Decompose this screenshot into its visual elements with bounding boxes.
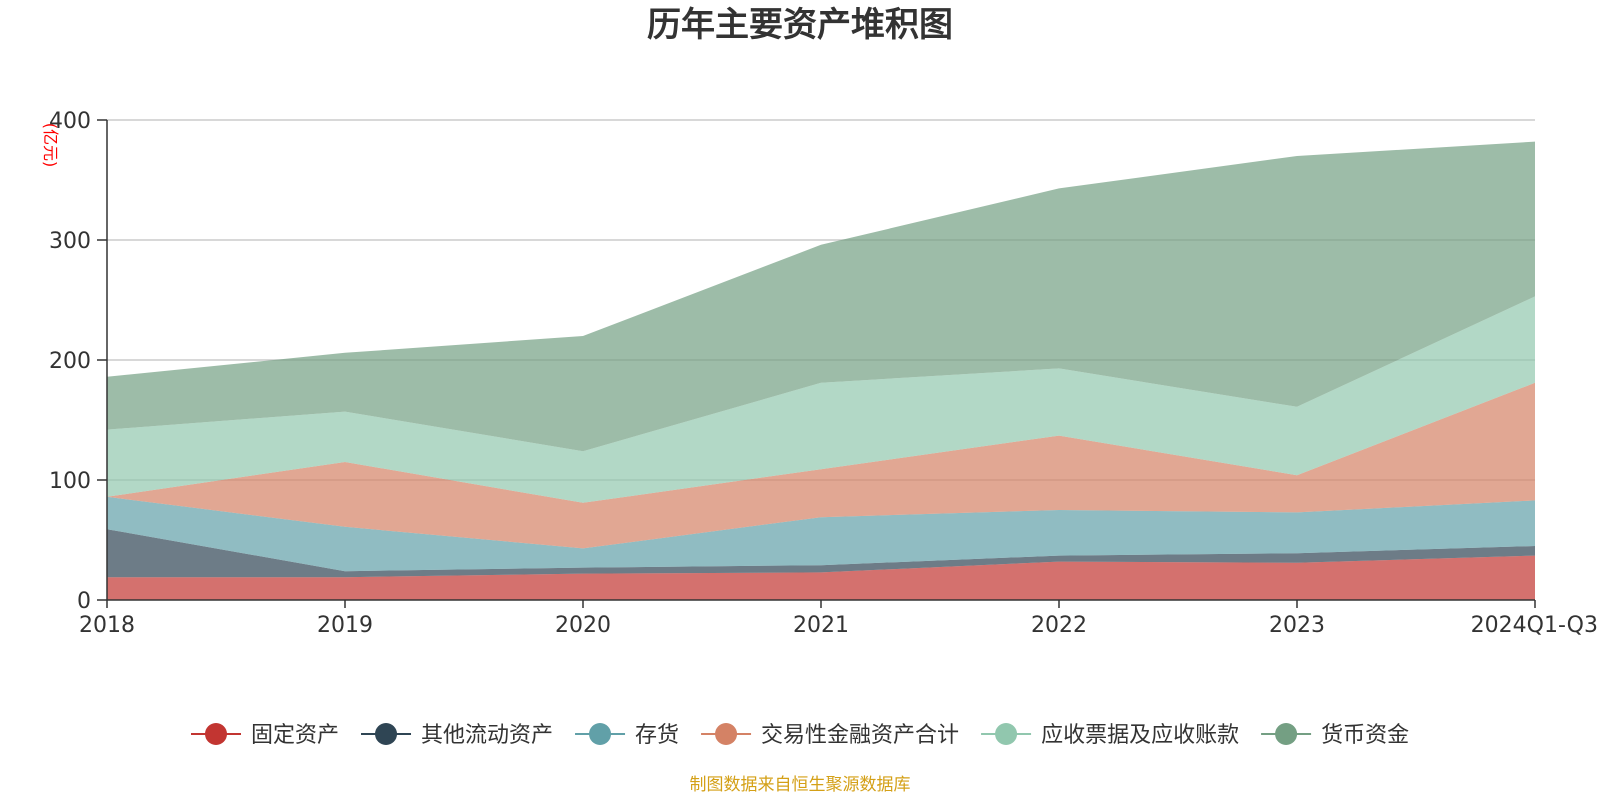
legend-label: 固定资产 (251, 723, 339, 748)
area-series-1 (107, 555, 1535, 600)
y-tick-label: 200 (49, 349, 91, 374)
y-tick-label: 300 (49, 229, 91, 254)
y-tick-label: 0 (77, 589, 91, 614)
x-tick-label: 2022 (1031, 613, 1087, 638)
legend-item-1[interactable]: 固定资产 (191, 723, 339, 748)
x-tick-label: 2021 (793, 613, 849, 638)
area-series-group (107, 141, 1535, 600)
area-series-5 (107, 296, 1535, 503)
area-series-2 (107, 529, 1535, 578)
legend-swatch-dot (205, 723, 227, 745)
legend-item-2[interactable]: 其他流动资产 (361, 723, 553, 748)
x-tick-label: 2018 (79, 613, 135, 638)
x-tick-label: 2024Q1-Q3 (1471, 613, 1598, 638)
source-note: 制图数据来自恒生聚源数据库 (690, 775, 911, 795)
y-tick-label: 400 (49, 109, 91, 134)
y-axis-unit-label: (亿元) (41, 123, 60, 168)
axes: 0 100 200 300 400 2018 2019 2020 2021 2022 2023 202… (49, 109, 1598, 638)
x-tick-label: 2020 (555, 613, 611, 638)
area-series-6 (107, 141, 1535, 452)
area-series-3 (107, 496, 1535, 572)
x-tick-label: 2023 (1269, 613, 1325, 638)
legend-label: 交易性金融资产合计 (761, 723, 959, 748)
legend-label: 应收票据及应收账款 (1041, 723, 1239, 748)
legend-label: 其他流动资产 (421, 723, 553, 748)
x-tick-label: 2019 (317, 613, 373, 638)
legend-label: 存货 (635, 723, 679, 748)
legend-swatch-dot (715, 723, 738, 745)
legend-label: 货币资金 (1321, 723, 1409, 748)
legend-item-4[interactable]: 交易性金融资产合计 (701, 723, 959, 748)
legend-swatch-dot (995, 723, 1018, 745)
legend: 固定资产 其他流动资产 存货 交易性金融资产合计 应收票据及应收账款 货币资金 (191, 723, 1409, 748)
y-tick-label: 100 (49, 469, 91, 494)
area-series-4 (107, 382, 1535, 549)
chart-title: 历年主要资产堆积图 (647, 5, 953, 45)
legend-item-3[interactable]: 存货 (575, 723, 679, 748)
legend-swatch-dot (375, 723, 398, 745)
legend-item-5[interactable]: 应收票据及应收账款 (981, 723, 1239, 748)
legend-item-6[interactable]: 货币资金 (1261, 723, 1409, 748)
legend-swatch-dot (1275, 723, 1298, 745)
legend-swatch-dot (589, 723, 612, 745)
